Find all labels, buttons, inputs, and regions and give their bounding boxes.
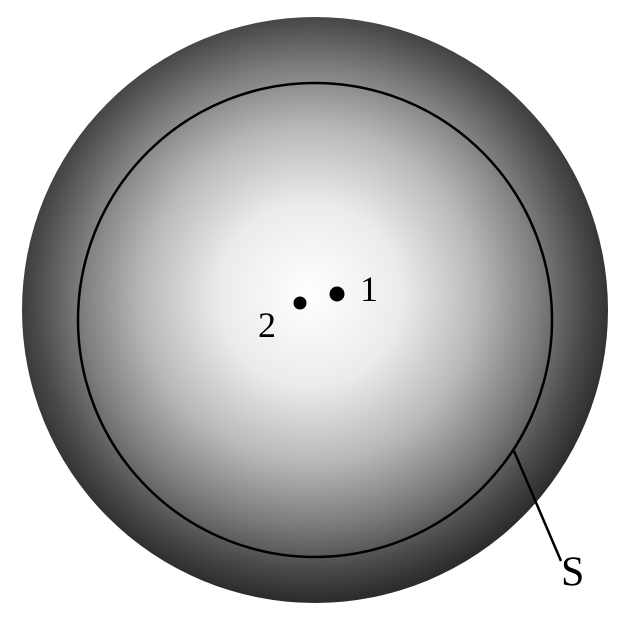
point-p1 [330, 287, 345, 302]
sphere-body [22, 17, 608, 603]
diagram-stage: 1 2 S [0, 0, 636, 626]
diagram-svg: 1 2 S [0, 0, 636, 626]
point-label-p2: 2 [258, 305, 276, 345]
point-label-p1: 1 [360, 269, 378, 309]
point-p2 [294, 297, 307, 310]
label-s: S [561, 550, 584, 596]
